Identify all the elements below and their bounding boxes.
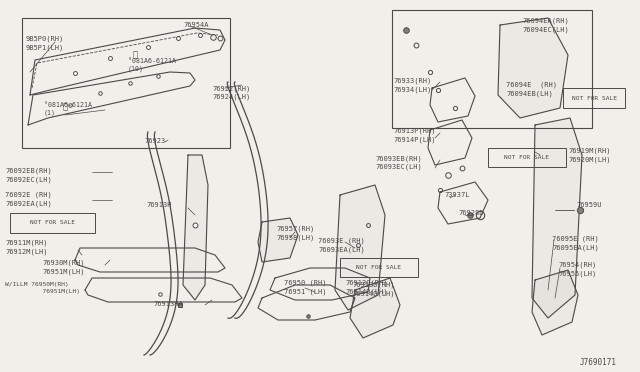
Polygon shape [532, 270, 578, 335]
Text: 76957(RH)
76958(LH): 76957(RH) 76958(LH) [276, 226, 314, 241]
Polygon shape [335, 185, 385, 310]
Text: Ⓑ: Ⓑ [63, 103, 67, 112]
Text: 76913P(RH)
76914P(LH): 76913P(RH) 76914P(LH) [393, 128, 435, 143]
Text: °081A6-6121A
(1): °081A6-6121A (1) [44, 102, 92, 116]
Text: 76928D: 76928D [458, 210, 483, 216]
Text: 76913H: 76913H [146, 202, 172, 208]
Bar [10, 213, 95, 233]
Text: 76092E (RH)
76092EA(LH): 76092E (RH) 76092EA(LH) [5, 192, 52, 207]
Text: °081A6-6121A
(10): °081A6-6121A (10) [128, 58, 176, 73]
Text: 73937L: 73937L [444, 192, 470, 198]
Text: 76911M(RH)
76912M(LH): 76911M(RH) 76912M(LH) [5, 240, 47, 255]
Polygon shape [183, 155, 208, 300]
Bar [340, 258, 418, 277]
Polygon shape [498, 18, 568, 118]
Text: 76913HA: 76913HA [153, 301, 183, 307]
Text: 9B5P0(RH)
9B5P1(LH): 9B5P0(RH) 9B5P1(LH) [26, 36, 64, 51]
Text: 76093EB(RH)
76093EC(LH): 76093EB(RH) 76093EC(LH) [375, 155, 422, 170]
Text: 76954A: 76954A [183, 22, 209, 28]
Text: 76933(RH)
76934(LH): 76933(RH) 76934(LH) [393, 78, 431, 93]
Text: 76922(RH)
76924(LH): 76922(RH) 76924(LH) [212, 85, 250, 100]
Text: 76923: 76923 [144, 138, 165, 144]
Text: NOT FOR SALE: NOT FOR SALE [572, 96, 616, 100]
Bar [563, 88, 625, 108]
Text: 76093E (RH)
76093EA(LH): 76093E (RH) 76093EA(LH) [318, 238, 365, 253]
Text: 76954(RH)
76955(LH): 76954(RH) 76955(LH) [558, 262, 596, 277]
Text: NOT FOR SALE: NOT FOR SALE [504, 155, 550, 160]
Bar [488, 148, 566, 167]
Polygon shape [350, 278, 400, 338]
Text: NOT FOR SALE: NOT FOR SALE [30, 221, 75, 225]
Bar [392, 10, 592, 128]
Polygon shape [258, 218, 298, 262]
Text: 76094E  (RH)
76094EB(LH): 76094E (RH) 76094EB(LH) [506, 82, 557, 97]
Text: 76092EB(RH)
76092EC(LH): 76092EB(RH) 76092EC(LH) [5, 168, 52, 183]
Text: 76959U: 76959U [576, 202, 602, 208]
Bar [22, 18, 230, 148]
Text: J7690171: J7690171 [580, 358, 617, 367]
Text: W/ILLM 76950M(RH)
          76951M(LH): W/ILLM 76950M(RH) 76951M(LH) [5, 282, 80, 294]
Text: 76950 (RH)
76951 (LH): 76950 (RH) 76951 (LH) [284, 280, 326, 295]
Polygon shape [532, 118, 582, 318]
Text: 76913O(RH)
76914O(LH): 76913O(RH) 76914O(LH) [352, 282, 394, 297]
Text: 76913O(RH)
76914O(LH): 76913O(RH) 76914O(LH) [345, 280, 387, 295]
Text: Ⓑ: Ⓑ [132, 51, 138, 60]
Text: 76919M(RH)
76920M(LH): 76919M(RH) 76920M(LH) [568, 148, 611, 163]
Text: 76930M(RH)
76951M(LH): 76930M(RH) 76951M(LH) [42, 260, 84, 275]
Text: 76094EA(RH)
76094EC(LH): 76094EA(RH) 76094EC(LH) [522, 18, 569, 33]
Text: 76095E (RH)
76095EA(LH): 76095E (RH) 76095EA(LH) [552, 236, 599, 251]
Text: NOT FOR SALE: NOT FOR SALE [356, 265, 401, 270]
